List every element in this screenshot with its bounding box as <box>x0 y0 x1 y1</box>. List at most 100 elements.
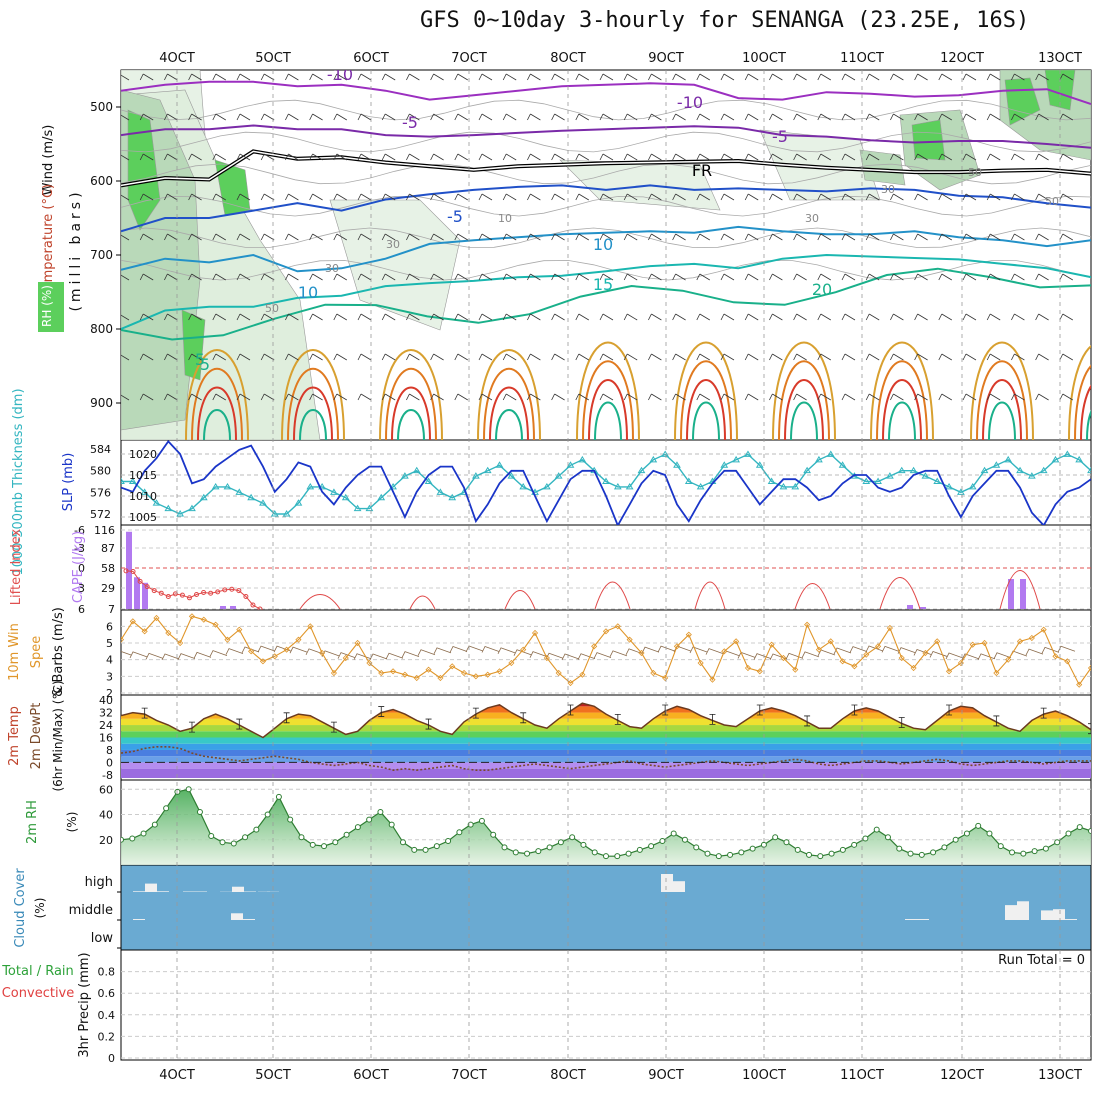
wind-barb <box>962 113 977 121</box>
rh-point <box>399 839 406 846</box>
wind-speed-point <box>934 638 941 645</box>
wind-barb <box>769 153 783 161</box>
wind-barb <box>551 353 565 361</box>
wind-label-b: Spee <box>29 636 44 669</box>
wind-barb <box>139 193 154 201</box>
wind-barb <box>121 651 132 656</box>
lifted-index-point <box>201 590 207 596</box>
boundary-contour <box>1068 345 1091 440</box>
rh-point <box>806 851 813 858</box>
wind-speed-point <box>721 648 728 655</box>
wind-barb <box>430 313 444 321</box>
wind-barb <box>841 113 856 121</box>
wind-barb <box>502 73 517 81</box>
wind-barb <box>986 153 1001 161</box>
boundary-contour <box>483 367 535 440</box>
wind-barb <box>609 650 628 658</box>
rh-point <box>862 835 869 842</box>
lifted-index-curve <box>409 595 436 610</box>
wind-barb <box>430 353 444 361</box>
wind-speed-point <box>910 664 917 672</box>
wind-barb <box>417 649 436 656</box>
wind-barb <box>551 73 565 81</box>
wind-speed-point <box>259 658 267 665</box>
thickness-point <box>613 482 622 490</box>
cape-bar <box>126 531 132 609</box>
y-tick-label: 500 <box>90 100 113 114</box>
wind-barb <box>381 113 396 121</box>
wind-barb <box>962 153 977 161</box>
wind-speed-point <box>508 659 515 667</box>
y-tick-label: 600 <box>90 174 113 188</box>
boundary-contour <box>495 409 523 440</box>
wind-barb <box>623 193 638 201</box>
wind-barb <box>502 313 517 321</box>
wind-barb <box>139 233 154 241</box>
rh-point <box>817 853 824 860</box>
rh-point <box>1065 830 1072 837</box>
minmax-bar <box>567 704 574 716</box>
wind-speed-point <box>792 666 799 673</box>
wind-barb <box>381 233 396 241</box>
wind-barb <box>623 113 638 121</box>
wind-speed-point <box>756 668 763 675</box>
wind-speed-point <box>129 618 136 625</box>
thickness-point <box>542 482 551 490</box>
lifted-index-curve <box>794 583 831 610</box>
wind-speed-point <box>141 628 148 635</box>
wind-barb <box>454 233 469 241</box>
wind-barb <box>121 194 130 201</box>
wind-barb <box>720 393 735 401</box>
minmax-bar <box>188 721 195 733</box>
wind-barb <box>769 313 783 321</box>
rh-area <box>214 159 251 216</box>
wind-barb <box>575 73 590 81</box>
wind-barb <box>139 113 154 121</box>
wind-barb <box>696 113 711 121</box>
lifted-index-curve <box>694 581 726 610</box>
precip-tick: 0.2 <box>98 1030 116 1043</box>
thickness-point <box>164 504 173 512</box>
wind-barb <box>623 73 638 81</box>
boundary-contour <box>203 409 231 440</box>
wind-barb <box>430 193 444 201</box>
wind-speed-point <box>283 646 290 653</box>
wind-plot <box>121 613 1091 694</box>
wind-barb <box>744 273 759 281</box>
wind-barb <box>305 648 324 656</box>
millibars-label: (milli bars) <box>68 188 84 311</box>
wind-speed-point <box>342 654 349 662</box>
rh-point <box>185 786 192 793</box>
wind-barb <box>285 273 299 281</box>
thickness-point <box>1027 472 1036 479</box>
wind-speed-point <box>922 649 929 657</box>
wind-barb <box>478 233 493 241</box>
rh-label: RH (%) <box>40 285 54 327</box>
wind-barb <box>236 273 251 281</box>
rh-point <box>715 853 722 860</box>
boundary-contour <box>489 386 529 440</box>
wind-speed-point <box>121 636 125 643</box>
minmax-bar <box>330 721 337 733</box>
wind-barb <box>164 273 178 281</box>
wind-barb <box>502 393 517 401</box>
rh-point <box>478 817 485 824</box>
minmax-bar <box>851 704 858 716</box>
wind-barb <box>623 313 638 321</box>
wind-barb <box>672 313 686 321</box>
wind-barb <box>145 652 164 660</box>
wind-barb <box>357 313 372 321</box>
wind-speed-point <box>188 613 196 620</box>
minmax-bar <box>614 713 621 725</box>
wind-barb <box>381 193 396 201</box>
thickness-point <box>968 482 977 490</box>
wind-speed-point <box>709 676 716 683</box>
thickness-point <box>294 499 303 506</box>
y-tick-label: 800 <box>90 322 113 336</box>
rh-point <box>873 826 880 833</box>
wind-barb <box>121 234 130 241</box>
rh-point <box>490 831 497 838</box>
wind-speed-point <box>614 623 621 630</box>
wind-barb <box>164 353 178 361</box>
